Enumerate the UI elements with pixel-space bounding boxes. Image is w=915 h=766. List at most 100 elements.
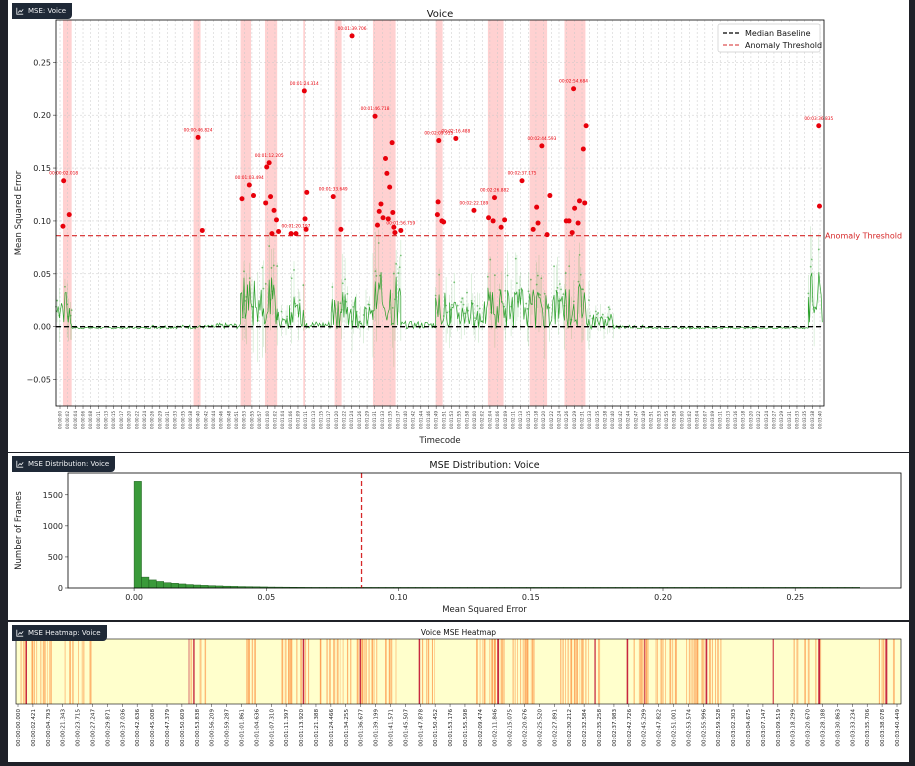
anomaly-annotation: 00:02:09.955 [424, 131, 453, 137]
normal-point [374, 270, 377, 273]
x-tick-label: 00:02:45.299 [642, 709, 648, 747]
x-tick-label: 00:02:09 [503, 411, 508, 429]
threshold-label: Anomaly Threshold [825, 232, 902, 241]
heatmap-cell [892, 639, 895, 704]
heatmap-cell [560, 639, 562, 704]
x-tick-label: 00:02:11.846 [493, 709, 499, 747]
normal-point [379, 274, 381, 277]
heatmap-cell [520, 639, 522, 704]
anomaly-region [264, 20, 278, 406]
heatmap-cell [251, 639, 254, 704]
mse-voice-tab-label: MSE: Voice [28, 7, 67, 15]
heatmap-cell [418, 639, 421, 704]
x-tick-label: 00:01:02 [272, 411, 277, 429]
x-tick-label: 00:01:04.636 [254, 709, 260, 747]
normal-point [377, 242, 380, 244]
heatmap-cell [50, 639, 52, 704]
normal-point [248, 277, 251, 280]
x-tick-label: 00:02:09.474 [478, 709, 484, 747]
anomaly-point [199, 227, 205, 233]
anomaly-point [303, 226, 309, 232]
anomaly-point [498, 224, 504, 230]
histogram-bar [193, 584, 202, 589]
mse-distribution-tab[interactable]: MSE Distribution: Voice [12, 456, 116, 472]
heatmap-cell [512, 639, 514, 704]
heatmap-cell [368, 639, 370, 704]
normal-point [514, 257, 517, 260]
heatmap-cell [204, 639, 207, 704]
x-tick-label: 00:02:44 [626, 411, 631, 429]
anomaly-point [338, 226, 344, 232]
normal-point [272, 264, 275, 267]
x-tick-label: 00:02:15.075 [508, 709, 514, 747]
heatmap-cell [818, 639, 821, 704]
heatmap-cell [565, 639, 566, 704]
anomaly-point [392, 230, 398, 236]
x-tick-label: 00:02:11 [510, 411, 515, 429]
histogram-bar [170, 583, 179, 589]
y-tick-label: −0.05 [26, 376, 51, 385]
x-tick-label: 00:01:13 [311, 411, 316, 429]
histogram-bar [156, 581, 164, 589]
x-tick-label: 00:01:40 [403, 411, 408, 429]
x-tick-label: 00:00:13 [104, 411, 109, 429]
x-tick-label: 00:00:02.421 [31, 709, 37, 747]
heatmap-cell [479, 639, 481, 704]
normal-point [527, 290, 530, 293]
normal-point [486, 275, 489, 278]
x-tick-label: 00:01:00 [265, 411, 270, 429]
heatmap-cell [33, 639, 35, 704]
heatmap-cell [385, 639, 387, 704]
anomaly-point [575, 220, 581, 226]
x-tick-label: 00:03:38.078 [880, 709, 886, 747]
heatmap-cell [598, 639, 599, 704]
mse-heatmap-tab[interactable]: MSE Heatmap: Voice [12, 625, 107, 641]
heatmap-cell [89, 639, 91, 704]
anomaly-point [263, 200, 269, 206]
normal-point [809, 265, 812, 268]
normal-point [461, 297, 464, 300]
heatmap-cell [81, 639, 83, 704]
heatmap-cell [881, 639, 883, 704]
anomaly-point [535, 220, 541, 226]
mse-voice-tab[interactable]: MSE: Voice [12, 3, 73, 19]
x-tick-label: 00:03:40 [818, 411, 823, 429]
heatmap-cell [644, 639, 646, 704]
anomaly-region [303, 20, 306, 406]
heatmap-cell [626, 639, 629, 704]
x-tick-label: 00:01:46 [426, 411, 431, 429]
heatmap-cell [90, 639, 92, 704]
x-tick-label: 00:00:20 [127, 411, 132, 429]
x-tick-label: 00:01:36.677 [359, 709, 365, 747]
x-tick-label: 00:02:58 [672, 411, 677, 429]
chart-icon [16, 629, 24, 637]
anomaly-point [398, 227, 404, 233]
y-tick-label: 0.25 [33, 58, 51, 67]
x-tick-label: 00:03:07.147 [761, 709, 767, 747]
normal-point [594, 310, 597, 313]
heatmap-cell [640, 639, 642, 704]
x-tick-label: 00:03:27 [771, 411, 776, 429]
x-axis-label: Mean Squared Error [442, 605, 527, 615]
x-tick-label: 00:02:22 [549, 411, 554, 429]
x-tick-label: 00:02:02 [480, 411, 485, 429]
x-tick-label: 00:01:29 [365, 411, 370, 429]
x-tick-label: 00:00:26 [150, 411, 155, 429]
normal-point [548, 306, 551, 309]
x-tick-label: 00:03:33 [794, 411, 799, 429]
y-tick-label: 0.10 [33, 217, 51, 226]
anomaly-point [376, 208, 382, 214]
normal-point [539, 294, 542, 296]
x-tick-label: 00:02:40 [610, 411, 615, 429]
heatmap-cell [715, 639, 717, 704]
x-tick-label: 00:03:00 [679, 411, 684, 429]
anomaly-region [564, 20, 586, 406]
histogram-bar [148, 579, 157, 589]
heatmap-cell [72, 639, 74, 704]
heatmap-cell [491, 639, 494, 704]
x-tick-label: 00:03:31 [787, 411, 792, 429]
normal-point [568, 265, 571, 268]
x-tick-label: 00:01:53.176 [448, 709, 454, 747]
normal-point [462, 303, 465, 306]
x-tick-label: 00:00:17 [119, 411, 124, 429]
